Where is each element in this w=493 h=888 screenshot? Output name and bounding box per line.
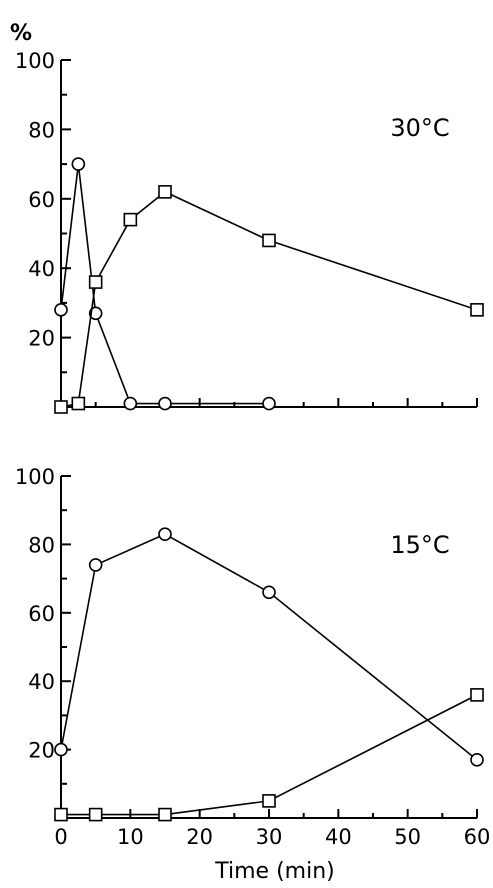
panel-1-series-square-point bbox=[158, 185, 172, 199]
panel-2-x-tick-label: 60 bbox=[464, 825, 491, 849]
panel-1-temperature-label: 30°C bbox=[390, 114, 449, 142]
panel-2-y-tick-label: 100 bbox=[15, 465, 55, 489]
panel-2-series-square-point bbox=[54, 807, 68, 822]
panel-2-x-tick-label: 0 bbox=[54, 825, 67, 849]
panel-2-y-tick-label: 40 bbox=[28, 670, 55, 694]
panel-2-x-tick-label: 10 bbox=[117, 825, 144, 849]
panel-2-series-circle-point bbox=[54, 742, 68, 757]
panel-2-x-tick-label: 50 bbox=[394, 825, 421, 849]
panel-1-series-square-point bbox=[470, 303, 484, 317]
panel-2-x-tick-label: 30 bbox=[256, 825, 283, 849]
panel-1-series-circle-point bbox=[54, 303, 68, 317]
panel-1-series-circle-line bbox=[60, 164, 269, 405]
panel-1-y-tick-label: 80 bbox=[28, 118, 55, 142]
panel-2-series-square-point bbox=[262, 794, 276, 808]
panel-2-series-square-point bbox=[470, 688, 484, 702]
panel-2-x-tick-label: 20 bbox=[186, 825, 213, 849]
x-axis-title: Time (min) bbox=[214, 859, 335, 884]
panel-2-series-circle-point bbox=[470, 753, 484, 767]
panel-1-series-circle-point bbox=[71, 157, 86, 171]
panel-2: 20 40 60 80 100 0 10 20 30 40 50 60 15°C bbox=[15, 465, 490, 849]
panel-1-series-square-point bbox=[88, 275, 103, 289]
panel-2-x-tick-label: 40 bbox=[325, 825, 352, 849]
panel-1-y-tick-label: 100 bbox=[15, 49, 55, 73]
panel-2-temperature-label: 15°C bbox=[390, 531, 449, 559]
panel-1: 20 40 60 80 100 30°C bbox=[15, 49, 484, 414]
panel-2-series-square-point bbox=[88, 807, 103, 822]
panel-1-y-tick-label: 60 bbox=[28, 188, 55, 212]
panel-2-y-tick-label: 60 bbox=[28, 602, 55, 626]
panel-2-series-circle-point bbox=[158, 527, 172, 541]
panel-1-series-square-point bbox=[54, 400, 68, 414]
panels-layer: 20 40 60 80 100 30°C 20 40 60 80 100 0 10 20 30 40 50 60 1… bbox=[15, 49, 490, 849]
panel-1-series-square-point bbox=[262, 233, 276, 248]
panel-1-y-tick-label: 20 bbox=[28, 327, 55, 351]
panel-1-series-circle-point bbox=[123, 396, 138, 411]
panel-1-series-square-point bbox=[71, 396, 86, 411]
panel-1-series-square-line bbox=[60, 190, 478, 408]
panel-1-series-square-point bbox=[123, 212, 138, 227]
panel-2-series-circle-point bbox=[262, 585, 276, 600]
panel-2-series-circle-point bbox=[88, 558, 103, 572]
panel-1-series-circle-point bbox=[88, 306, 103, 321]
y-unit-label: % bbox=[10, 21, 32, 46]
panel-1-series-circle-point bbox=[158, 396, 172, 411]
panel-1-series-circle-point bbox=[262, 396, 276, 411]
panel-1-y-tick-label: 40 bbox=[28, 257, 55, 281]
panel-2-y-tick-label: 80 bbox=[28, 533, 55, 557]
panel-2-series-square-point bbox=[158, 807, 172, 822]
panel-2-y-tick-label: 20 bbox=[28, 739, 55, 763]
